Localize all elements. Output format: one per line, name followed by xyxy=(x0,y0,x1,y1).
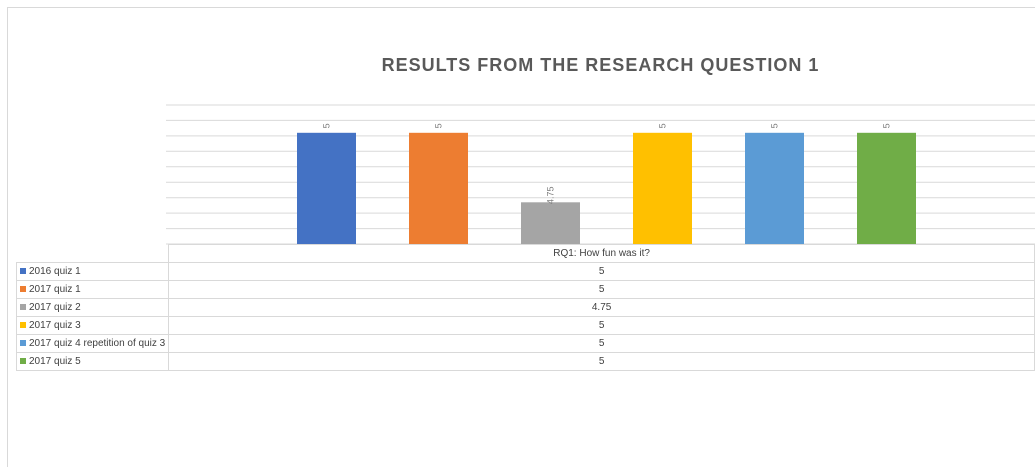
series-name: 2017 quiz 3 xyxy=(29,320,81,331)
series-name-cell: 2017 quiz 5 xyxy=(15,352,170,371)
legend-key xyxy=(20,286,26,292)
data-label: 4.75 xyxy=(546,187,556,205)
table-row: 2017 quiz 5 5 xyxy=(15,352,1035,371)
series-name-cell: 2017 quiz 2 xyxy=(15,298,170,317)
bar-2 xyxy=(409,132,468,244)
series-name: 2017 quiz 1 xyxy=(29,284,81,295)
chart-frame xyxy=(7,7,1035,467)
table-row: 2016 quiz 1 5 xyxy=(15,262,1035,281)
data-table-corner xyxy=(16,244,170,263)
series-name: 2016 quiz 1 xyxy=(29,266,81,277)
bar-5 xyxy=(745,132,804,244)
series-value: 5 xyxy=(168,334,1035,353)
data-table-header: RQ1: How fun was it? xyxy=(16,244,1035,263)
data-label: 5 xyxy=(322,123,332,128)
data-label: 5 xyxy=(658,123,668,128)
series-value: 5 xyxy=(168,316,1035,335)
table-row: 2017 quiz 2 4.75 xyxy=(15,298,1035,317)
series-name: 2017 quiz 4 repetition of quiz 3 xyxy=(29,338,166,349)
legend-key xyxy=(20,322,26,328)
series-name: 2017 quiz 2 xyxy=(29,302,81,313)
series-name-cell: 2016 quiz 1 xyxy=(15,262,170,281)
series-value: 4.75 xyxy=(168,298,1035,317)
data-label: 5 xyxy=(434,123,444,128)
data-label: 5 xyxy=(882,123,892,128)
data-label: 5 xyxy=(770,123,780,128)
bars xyxy=(297,132,916,244)
legend-key xyxy=(20,304,26,310)
legend-key xyxy=(20,358,26,364)
series-value: 5 xyxy=(168,262,1035,281)
bar-3 xyxy=(521,202,580,244)
bar-6 xyxy=(857,132,916,244)
chart-title: RESULTS FROM THE RESEARCH QUESTION 1 xyxy=(381,55,820,75)
table-row: 2017 quiz 3 5 xyxy=(15,316,1035,335)
plot-area: 5 5 4.75 5 5 5 xyxy=(166,104,1035,245)
table-row: 2017 quiz 1 5 xyxy=(15,280,1035,299)
data-table: RQ1: How fun was it? 2016 quiz 1 5 2017 qu… xyxy=(15,244,1035,371)
series-name: 2017 quiz 5 xyxy=(29,356,81,367)
legend-key xyxy=(20,340,26,346)
category-label: RQ1: How fun was it? xyxy=(168,244,1035,263)
series-name-cell: 2017 quiz 4 repetition of quiz 3 xyxy=(15,334,170,353)
series-value: 5 xyxy=(168,352,1035,371)
data-labels: 5 5 4.75 5 5 5 xyxy=(322,123,892,204)
series-name-cell: 2017 quiz 3 xyxy=(15,316,170,335)
bar-1 xyxy=(297,132,356,244)
series-value: 5 xyxy=(168,280,1035,299)
bar-4 xyxy=(633,132,692,244)
series-name-cell: 2017 quiz 1 xyxy=(15,280,170,299)
legend-key xyxy=(20,268,26,274)
